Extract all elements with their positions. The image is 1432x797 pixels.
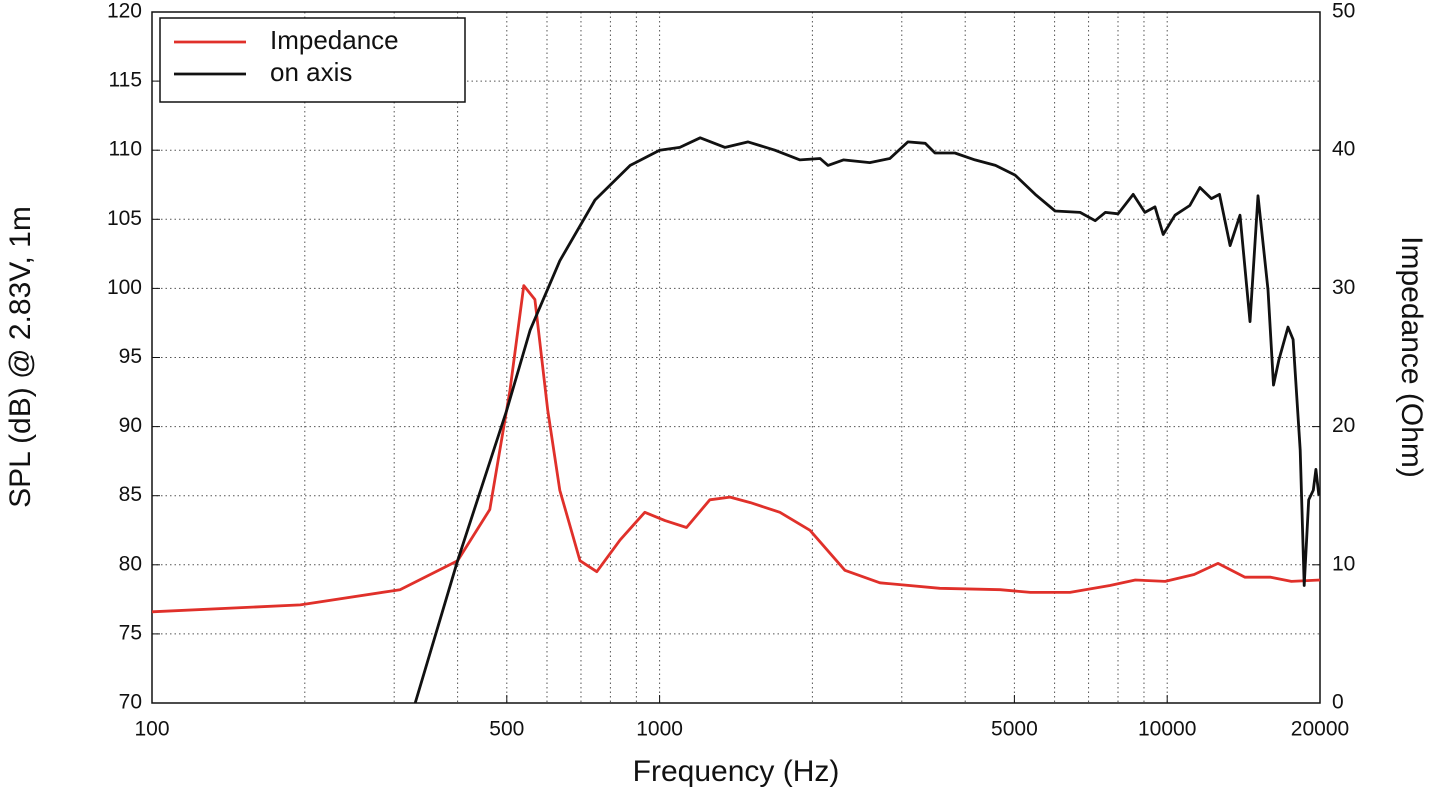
y2-tick-label: 20 — [1332, 414, 1355, 437]
y2-axis-title: Impedance (Ohm) — [1395, 236, 1428, 478]
y2-tick-label: 50 — [1332, 0, 1355, 23]
y2-tick-label: 10 — [1332, 552, 1355, 575]
series-line — [413, 136, 1321, 704]
x-axis-title: Frequency (Hz) — [633, 755, 840, 788]
x-tick-label: 5000 — [991, 718, 1038, 741]
y-tick-label: 70 — [119, 691, 142, 714]
y2-tick-label: 30 — [1332, 276, 1355, 299]
y-tick-label: 120 — [107, 0, 142, 23]
y-tick-label: 85 — [119, 483, 142, 506]
x-tick-label: 20000 — [1291, 718, 1349, 741]
x-tick-label: 500 — [489, 718, 524, 741]
y-tick-label: 75 — [119, 621, 142, 644]
y-tick-label: 105 — [107, 207, 142, 230]
x-tick-label: 10000 — [1138, 718, 1196, 741]
y2-tick-label: 0 — [1332, 691, 1344, 714]
legend-label: Impedance — [270, 25, 399, 55]
x-tick-label: 1000 — [636, 718, 683, 741]
series-line — [151, 284, 1321, 614]
y-tick-label: 100 — [107, 276, 142, 299]
legend-box — [159, 17, 466, 103]
y-tick-label: 110 — [109, 138, 142, 161]
y-tick-label: 80 — [119, 552, 142, 575]
plot-frame — [151, 11, 1321, 704]
x-tick-label: 100 — [134, 718, 169, 741]
y-tick-label: 115 — [109, 69, 142, 92]
legend-label: on axis — [270, 57, 352, 87]
y2-tick-label: 40 — [1332, 138, 1355, 161]
y-axis-title: SPL (dB) @ 2.83V, 1m — [4, 206, 37, 508]
y-tick-label: 90 — [119, 414, 142, 437]
y-tick-label: 95 — [119, 345, 142, 368]
